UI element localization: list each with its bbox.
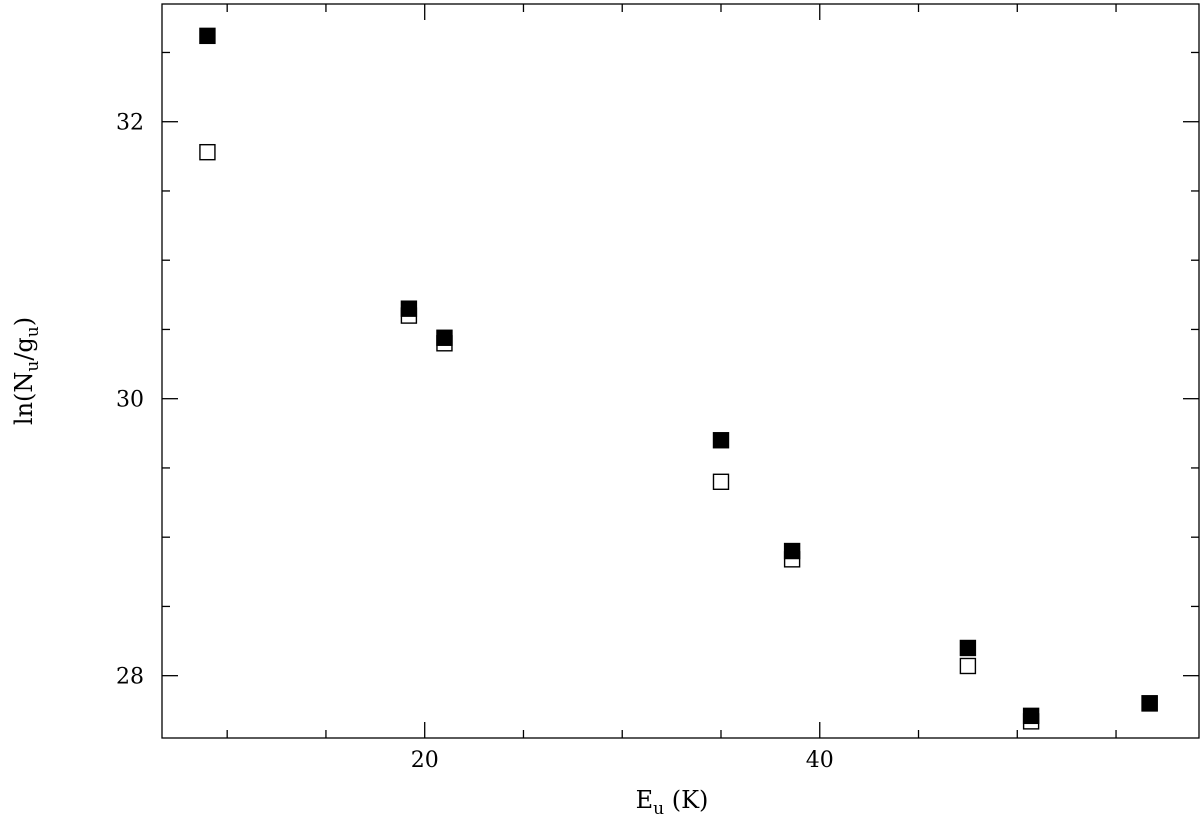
x-axis-label: Eu (K)	[636, 786, 709, 816]
axis-ticks	[162, 4, 1199, 738]
plot-frame	[161, 3, 1200, 739]
x-tick-label: 40	[806, 748, 834, 773]
filled-square-point	[199, 27, 216, 45]
x-tick-label: 20	[411, 748, 439, 773]
filled-square-point	[712, 432, 730, 449]
y-tick-label: 30	[116, 388, 144, 413]
axis-tick-labels: 20 40 28 30 32	[116, 111, 834, 773]
filled-square-point	[436, 329, 453, 346]
filled-square-point	[1141, 695, 1158, 712]
y-tick-label: 32	[116, 111, 144, 136]
y-tick-label: 28	[116, 665, 144, 690]
open-square-point	[712, 473, 730, 490]
filled-square-point	[1022, 707, 1040, 725]
filled-square-point	[959, 639, 977, 657]
open-square-point	[959, 657, 977, 675]
filled-square-point	[400, 300, 418, 317]
y-axis-label: ln(Nu/gu)	[10, 317, 43, 425]
data-markers	[199, 27, 1158, 730]
open-square-point	[199, 143, 216, 161]
filled-square-point	[783, 542, 801, 560]
